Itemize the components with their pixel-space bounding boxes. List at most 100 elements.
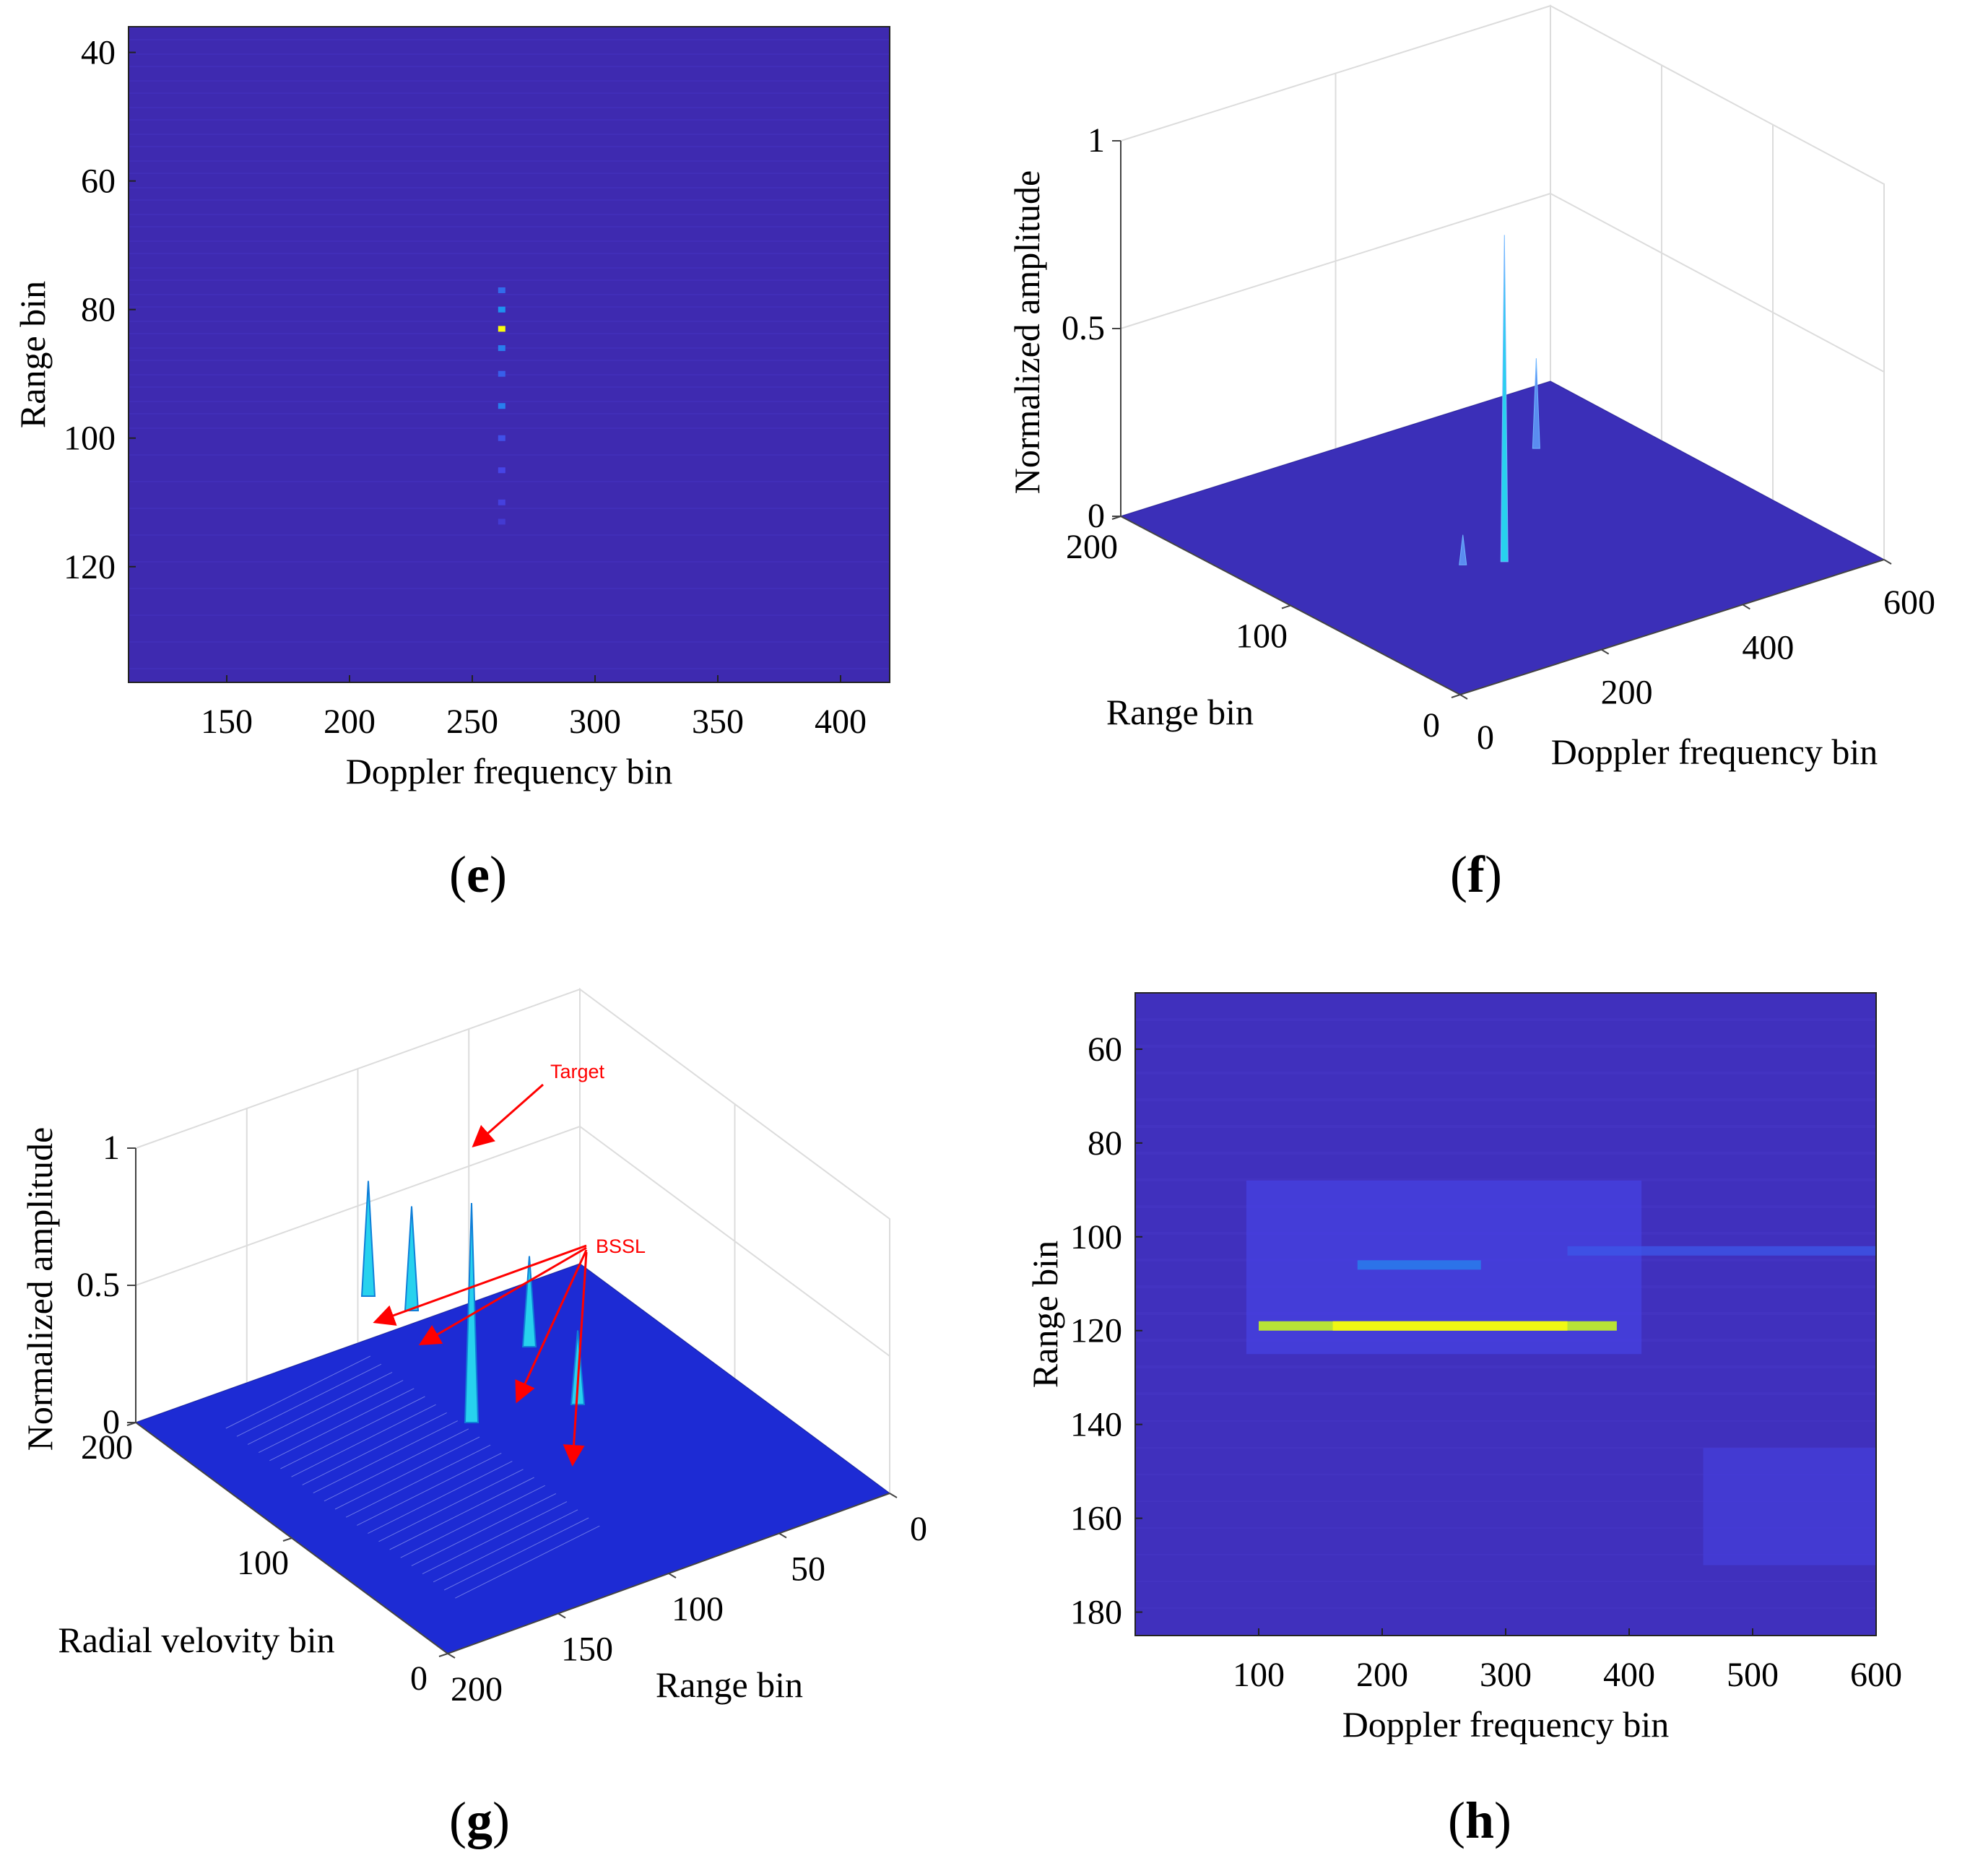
noise-streak — [129, 333, 890, 334]
x-tick-label: 50 — [791, 1550, 825, 1589]
annotation-target: Target — [550, 1061, 605, 1082]
noise-streak — [129, 454, 890, 456]
heatmap-band — [1703, 1448, 1876, 1565]
x-tick-mark — [778, 1532, 787, 1539]
y-tick-label: 0 — [1423, 706, 1440, 744]
panel-g: 0 50 100 150 200 0 100 200 0 0.5 1 Range bin Radial … — [0, 960, 985, 1755]
x-tick-label: 0 — [910, 1510, 927, 1548]
x-tick-label: 0 — [1477, 718, 1494, 757]
noise-streak — [129, 119, 890, 121]
noise-streak — [129, 588, 890, 589]
noise-streak — [129, 279, 890, 281]
noise-streak — [129, 53, 890, 55]
mesh-streak — [422, 1501, 568, 1575]
mesh-streak — [455, 1525, 600, 1599]
x-tick-label: 400 — [1742, 628, 1794, 666]
x-tick-label: 200 — [1356, 1656, 1408, 1694]
noise-streak — [1135, 1100, 1876, 1101]
x-tick-label: 150 — [561, 1630, 613, 1669]
y-tick-label: 40 — [81, 34, 116, 72]
mesh-streak — [378, 1469, 524, 1542]
noise-streak — [129, 374, 890, 375]
mesh-streak — [302, 1412, 447, 1485]
y-axis-label: Range bin — [1025, 1241, 1065, 1388]
z-gridline — [135, 1125, 890, 1357]
noise-streak — [129, 173, 890, 174]
x-axis-label: Doppler frequency bin — [1551, 731, 1878, 772]
heatmap-cell — [498, 467, 505, 474]
noise-streak — [1135, 1018, 1876, 1020]
mesh-streak — [258, 1380, 404, 1454]
panel-f: 0 200 400 600 0 100 200 0 0.5 1 Doppler frequency … — [985, 0, 1970, 794]
noise-streak — [1135, 1392, 1876, 1394]
x-tick-label: 400 — [1603, 1656, 1655, 1694]
noise-streak — [1135, 1527, 1876, 1529]
noise-streak — [129, 427, 890, 429]
noise-streak — [129, 401, 890, 402]
noise-streak — [129, 214, 890, 215]
plot-background — [129, 27, 890, 682]
x-axis-label: Doppler frequency bin — [346, 751, 673, 791]
surface-peak — [404, 1206, 420, 1311]
y-tick-mark — [438, 1653, 448, 1657]
y-tick-label: 180 — [1070, 1594, 1122, 1632]
noise-streak — [129, 92, 890, 94]
mesh-streak — [345, 1444, 491, 1518]
mesh-streak — [236, 1363, 382, 1437]
heatmap-cell — [498, 345, 505, 352]
x-tick-mark — [1883, 559, 1892, 565]
noise-streak — [1135, 1072, 1876, 1073]
noise-streak — [129, 160, 890, 162]
mesh-streak — [433, 1509, 578, 1583]
noise-streak — [1135, 1367, 1876, 1368]
x-axis-label: Doppler frequency bin — [1342, 1704, 1670, 1745]
noise-streak — [129, 240, 890, 242]
mesh-streak — [313, 1420, 458, 1494]
x-tick-mark — [447, 1653, 456, 1659]
noise-streak — [129, 294, 890, 295]
mesh-streak — [291, 1404, 436, 1477]
annotation-arrow — [563, 1251, 588, 1467]
noise-streak — [1135, 1073, 1876, 1074]
y-tick-label: 100 — [237, 1544, 289, 1582]
noise-streak — [1135, 1607, 1876, 1609]
x-tick-label: 400 — [815, 703, 867, 741]
noise-streak — [1135, 1153, 1876, 1155]
x-tick-mark — [1601, 648, 1610, 655]
noise-streak — [129, 253, 890, 254]
noise-streak — [129, 413, 890, 414]
z-tick-label: 0 — [103, 1403, 120, 1441]
noise-streak — [1135, 1125, 1876, 1126]
caption-h: (h) — [1448, 1792, 1512, 1849]
x-tick-label: 600 — [1850, 1656, 1902, 1694]
x-tick-label: 250 — [446, 703, 498, 741]
noise-streak — [129, 481, 890, 482]
x-axis-line — [1459, 559, 1885, 695]
noise-streak — [129, 321, 890, 322]
noise-streak — [129, 199, 890, 201]
noise-streak — [129, 561, 890, 563]
y-tick-label: 80 — [1088, 1124, 1122, 1163]
x-tick-label: 350 — [692, 703, 744, 741]
noise-streak — [129, 347, 890, 349]
caption-f: (f) — [1450, 846, 1502, 903]
annotation-arrow — [418, 1246, 587, 1346]
y-tick-label: 160 — [1070, 1500, 1122, 1538]
z-tick-label: 1 — [1088, 121, 1105, 160]
noise-streak — [129, 146, 890, 147]
annotation-arrow — [472, 1083, 544, 1147]
noise-streak — [1135, 1474, 1876, 1475]
noise-streak — [129, 508, 890, 509]
y-tick-mark — [1451, 694, 1461, 698]
noise-streak — [129, 615, 890, 616]
heatmap-cell — [498, 499, 505, 505]
surface-peak — [521, 1256, 537, 1347]
y-tick-label: 100 — [1236, 617, 1288, 656]
z-tick-label: 1 — [103, 1129, 120, 1167]
y-tick-label: 200 — [1066, 528, 1118, 566]
x-tick-label: 100 — [672, 1590, 724, 1628]
surface-peak — [360, 1181, 376, 1297]
noise-streak — [129, 66, 890, 67]
noise-streak — [1135, 1098, 1876, 1100]
